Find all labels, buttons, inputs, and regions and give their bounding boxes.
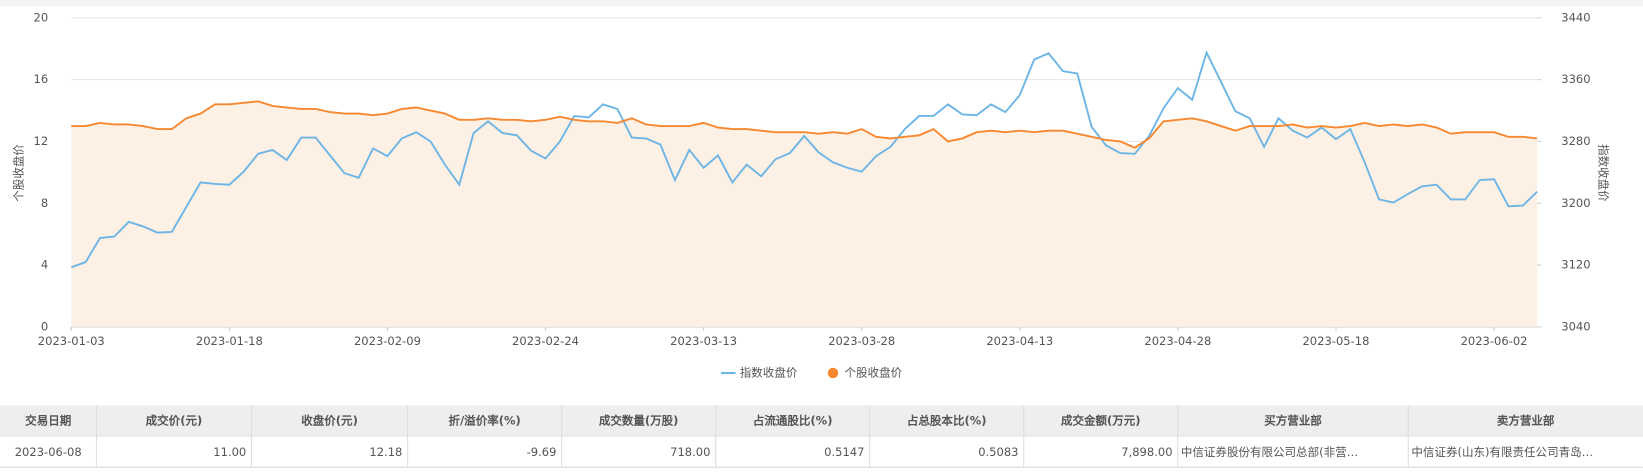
table-header-bg <box>0 405 1643 436</box>
y-tick-label: 8 <box>41 196 48 210</box>
x-tick-label: 2023-03-28 <box>828 334 895 348</box>
table-cell: 7,898.00 <box>1121 445 1172 459</box>
x-tick-label: 2023-02-09 <box>354 334 421 348</box>
legend-label: 指数收盘价 <box>740 366 798 380</box>
x-tick-label: 2023-05-18 <box>1302 334 1369 348</box>
y2-tick-label: 3440 <box>1561 10 1590 24</box>
x-tick-label: 2023-02-24 <box>512 334 579 348</box>
x-tick-label: 2023-01-18 <box>196 334 263 348</box>
x-tick-label: 2023-06-02 <box>1461 334 1528 348</box>
table-cell: 中信证券股份有限公司总部(非营… <box>1181 445 1358 459</box>
top-bar <box>0 0 1643 7</box>
table-cell: 11.00 <box>213 445 246 459</box>
x-tick-label: 2023-03-13 <box>670 334 737 348</box>
y2-tick-label: 3280 <box>1561 134 1590 148</box>
table-header: 成交数量(万股) <box>599 414 679 428</box>
y-tick-label: 4 <box>41 258 48 272</box>
y2-tick-label: 3040 <box>1561 319 1590 333</box>
y2-axis-label: 指数收盘价 <box>1597 144 1611 202</box>
legend-label: 个股收盘价 <box>845 366 903 380</box>
y-tick-label: 16 <box>34 72 49 86</box>
table-cell: 2023-06-08 <box>15 445 82 459</box>
table-cell: 0.5147 <box>824 445 864 459</box>
x-tick-label: 2023-01-03 <box>38 334 105 348</box>
table-cell: -9.69 <box>527 445 557 459</box>
x-tick-label: 2023-04-28 <box>1144 334 1211 348</box>
table-header: 折/溢价率(%) <box>448 414 520 428</box>
y-axis-label: 个股收盘价 <box>11 144 25 202</box>
legend-swatch <box>827 367 839 379</box>
line <box>70 50 1538 269</box>
area <box>71 101 1538 327</box>
line <box>71 100 1538 149</box>
table-cell: 718.00 <box>670 445 710 459</box>
table-cell: 12.18 <box>369 445 402 459</box>
table-header: 买方营业部 <box>1264 414 1322 428</box>
table-cell: 0.5083 <box>978 445 1018 459</box>
y-tick-label: 0 <box>41 319 48 333</box>
table-header: 成交价(元) <box>146 414 203 428</box>
table-header: 收盘价(元) <box>301 414 358 428</box>
table-header: 成交金额(万元) <box>1061 414 1141 428</box>
y-tick-label: 12 <box>34 134 49 148</box>
y2-tick-label: 3120 <box>1561 258 1590 272</box>
x-tick-label: 2023-04-13 <box>986 334 1053 348</box>
table-header: 交易日期 <box>25 414 71 428</box>
y2-tick-label: 3200 <box>1561 196 1590 210</box>
table-header: 占流通股比(%) <box>753 414 833 428</box>
y2-tick-label: 3360 <box>1561 72 1590 86</box>
table-header: 卖方营业部 <box>1497 414 1555 428</box>
y-tick-label: 20 <box>34 10 49 24</box>
table-header: 占总股本比(%) <box>907 414 987 428</box>
table-cell: 中信证券(山东)有限责任公司青岛… <box>1411 445 1593 459</box>
